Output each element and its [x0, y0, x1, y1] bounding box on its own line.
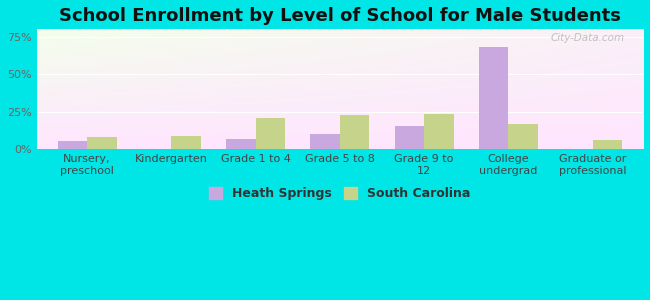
Bar — [593, 140, 622, 149]
Bar — [87, 137, 116, 149]
Bar — [172, 136, 201, 149]
Bar — [424, 114, 454, 149]
Bar — [310, 134, 340, 149]
Bar — [58, 141, 87, 149]
Bar — [255, 118, 285, 149]
Bar — [479, 47, 508, 149]
Text: City-Data.com: City-Data.com — [551, 33, 625, 43]
Bar — [340, 116, 369, 149]
Legend: Heath Springs, South Carolina: Heath Springs, South Carolina — [205, 182, 475, 205]
Bar — [395, 126, 424, 149]
Title: School Enrollment by Level of School for Male Students: School Enrollment by Level of School for… — [59, 7, 621, 25]
Bar — [508, 124, 538, 149]
Bar — [226, 139, 255, 149]
